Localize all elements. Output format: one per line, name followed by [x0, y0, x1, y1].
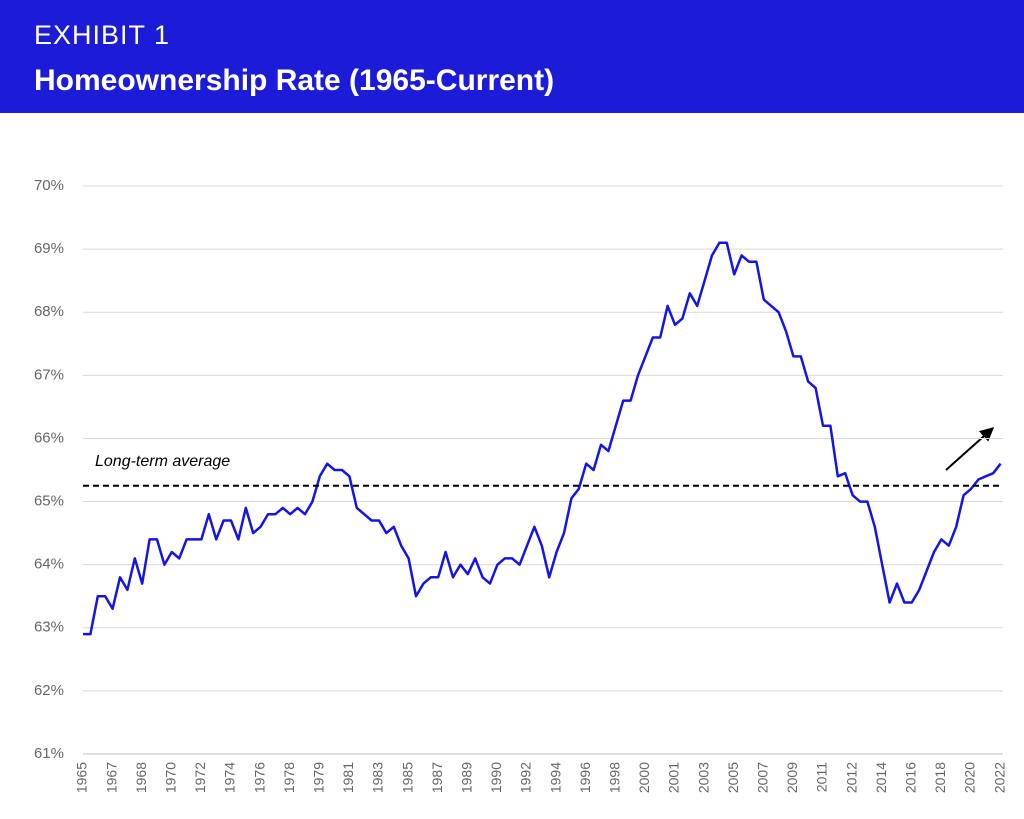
y-tick-label: 67% [34, 366, 64, 383]
x-tick-label: 1968 [133, 762, 149, 793]
x-tick-label: 1985 [399, 762, 415, 793]
y-tick-label: 65% [34, 493, 64, 510]
x-tick-label: 1998 [607, 762, 623, 793]
x-tick-label: 2005 [725, 762, 741, 793]
x-tick-label: 1994 [547, 762, 563, 793]
y-tick-label: 69% [34, 240, 64, 257]
x-tick-label: 1967 [103, 762, 119, 793]
x-tick-label: 2007 [755, 762, 771, 793]
x-tick-label: 2020 [962, 762, 978, 793]
y-tick-label: 61% [34, 745, 64, 762]
x-tick-label: 2001 [666, 762, 682, 793]
exhibit-label: EXHIBIT 1 [34, 20, 171, 50]
x-tick-label: 1989 [459, 762, 475, 793]
data-line [83, 241, 1002, 636]
x-tick-label: 2016 [903, 762, 919, 793]
y-tick-label: 63% [34, 619, 64, 636]
y-tick-label: 62% [34, 682, 64, 699]
reference-label: Long-term average [95, 453, 230, 470]
x-tick-label: 1990 [488, 762, 504, 793]
trend-arrow [945, 427, 995, 471]
x-tick-label: 2003 [695, 762, 711, 793]
x-tick-label: 1976 [251, 762, 267, 793]
x-tick-label: 1965 [74, 762, 90, 793]
x-tick-label: 1987 [429, 762, 445, 793]
x-tick-label: 2009 [784, 762, 800, 793]
x-tick-label: 1972 [192, 762, 208, 793]
x-tick-label: 2000 [636, 762, 652, 793]
x-tick-label: 2022 [991, 762, 1007, 793]
y-tick-label: 64% [34, 556, 64, 573]
x-tick-label: 1979 [311, 762, 327, 793]
chart-title: Homeownership Rate (1965-Current) [34, 64, 555, 97]
x-tick-label: 1974 [222, 762, 238, 793]
y-tick-label: 68% [34, 303, 64, 320]
x-tick-label: 2014 [873, 762, 889, 793]
x-tick-label: 1996 [577, 762, 593, 793]
header: EXHIBIT 1 Homeownership Rate (1965-Curre… [0, 0, 1024, 113]
x-tick-label: 2018 [932, 762, 948, 793]
x-tick-label: 1978 [281, 762, 297, 793]
x-tick-label: 2011 [814, 762, 830, 792]
x-tick-label: 1992 [518, 762, 534, 793]
x-tick-label: 2012 [843, 762, 859, 793]
x-tick-label: 1981 [340, 762, 356, 793]
y-tick-label: 70% [34, 177, 64, 194]
y-tick-label: 66% [34, 429, 64, 446]
x-tick-label: 1970 [163, 762, 179, 793]
x-tick-label: 1983 [370, 762, 386, 793]
